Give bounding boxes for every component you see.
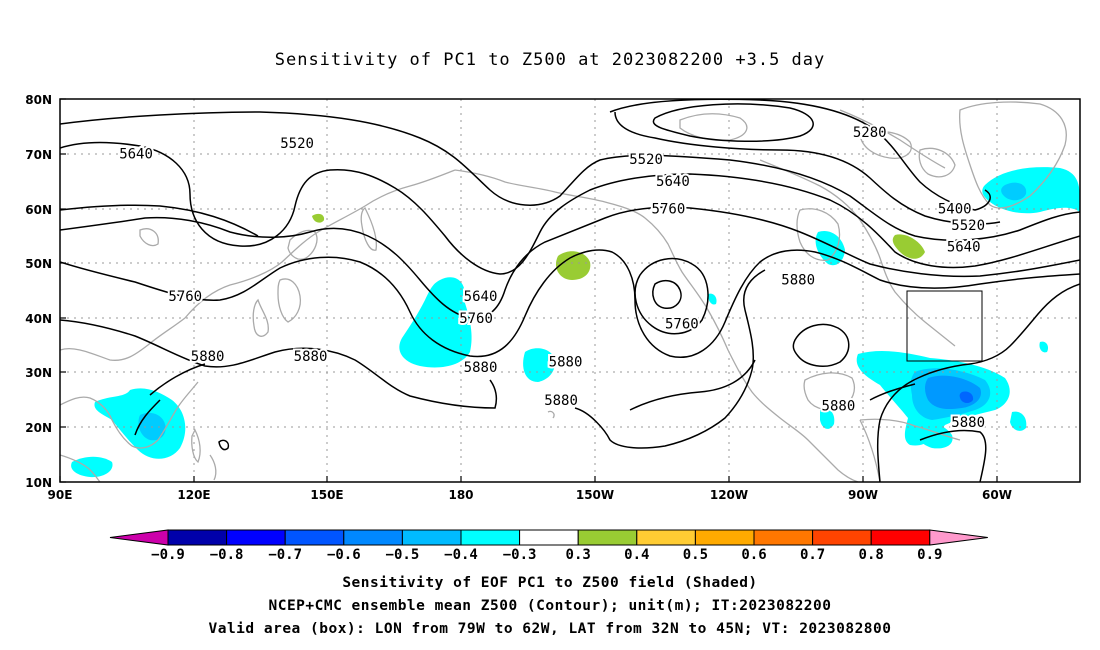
colorbar-label: −0.7 xyxy=(268,547,302,563)
colorbar-label: 0.6 xyxy=(741,547,766,563)
colorbar-high-extend xyxy=(929,529,988,546)
caption-valid-area: Valid area (box): LON from 79W to 62W, L… xyxy=(208,621,892,637)
shade-neg-pacific xyxy=(399,277,472,368)
colorbar-label: −0.3 xyxy=(503,547,537,563)
caption-shaded: Sensitivity of EOF PC1 to Z500 field (Sh… xyxy=(342,575,758,591)
contour-label: 5760 xyxy=(665,316,699,332)
lon-label: 180 xyxy=(448,488,473,502)
contour-label: 5880 xyxy=(781,273,815,289)
shade-neg-asia-small xyxy=(71,456,113,478)
lon-label: 120E xyxy=(177,488,210,502)
valid-area-box xyxy=(906,290,983,362)
shade-neg-small-1 xyxy=(708,293,717,305)
lon-label: 60W xyxy=(982,488,1012,502)
colorbar-swatch xyxy=(519,529,579,546)
colorbar-swatch xyxy=(636,529,696,546)
contour-label: 5640 xyxy=(119,147,153,163)
shade-pos-pacific xyxy=(555,251,591,280)
lat-label: 60N xyxy=(25,203,52,217)
contour-label: 5520 xyxy=(629,152,663,168)
lat-label: 10N xyxy=(25,476,52,490)
contour-label: 5280 xyxy=(853,125,887,141)
lon-label: 90W xyxy=(848,488,878,502)
colorbar-low-extend xyxy=(109,529,169,546)
plot-frame xyxy=(59,98,1081,483)
colorbar-swatch xyxy=(226,529,286,546)
colorbar-label: 0.9 xyxy=(917,547,942,563)
colorbar-swatch xyxy=(577,529,638,546)
contour-label: 5880 xyxy=(951,415,985,431)
shade-neg-atlantic-7 xyxy=(1039,341,1049,353)
shade-neg-pacific-2 xyxy=(523,348,556,382)
colorbar-label: −0.4 xyxy=(444,547,478,563)
colorbar-label: 0.5 xyxy=(683,547,708,563)
map-title: Sensitivity of PC1 to Z500 at 2023082200… xyxy=(274,50,826,70)
colorbar-swatch xyxy=(401,529,462,546)
shade-pos-japan xyxy=(312,213,325,223)
lon-label: 150E xyxy=(310,488,343,502)
shade-neg-greenland-inner xyxy=(1001,182,1027,201)
axis-ticks xyxy=(59,98,998,483)
colorbar-label: −0.6 xyxy=(327,547,361,563)
contour-label: 5880 xyxy=(544,393,578,409)
contour-label: 5640 xyxy=(656,174,690,190)
colorbar-swatch xyxy=(460,529,521,546)
lat-label: 80N xyxy=(25,93,52,107)
colorbar-swatch xyxy=(284,529,345,546)
contour-label: 5760 xyxy=(652,201,686,217)
shade-pos-labrador xyxy=(892,234,925,259)
contour-label: 5880 xyxy=(549,355,583,371)
lat-labels: 80N 70N 60N 50N 40N 30N 20N 10N xyxy=(25,93,52,490)
shade-neg-atlantic-6 xyxy=(1010,411,1027,431)
contour-label: 5520 xyxy=(951,218,985,234)
lat-label: 30N xyxy=(25,366,52,380)
lon-labels: 90E 120E 150E 180 150W 120W 90W 60W xyxy=(48,488,1012,502)
lat-label: 50N xyxy=(25,257,52,271)
colorbar-label: 0.4 xyxy=(624,547,649,563)
shade-neg-greenland xyxy=(982,167,1080,214)
caption-contour: NCEP+CMC ensemble mean Z500 (Contour); u… xyxy=(268,598,832,614)
lon-label: 120W xyxy=(710,488,748,502)
colorbar-swatch xyxy=(870,529,931,546)
colorbar-label: 0.8 xyxy=(859,547,884,563)
lon-label: 90E xyxy=(48,488,73,502)
colorbar-label: −0.8 xyxy=(210,547,244,563)
colorbar-swatch xyxy=(694,529,755,546)
contour-label: 5880 xyxy=(464,360,498,376)
contour-label: 5760 xyxy=(459,311,493,327)
colorbar-label: −0.9 xyxy=(151,547,185,563)
z500-contours xyxy=(60,99,1080,482)
colorbar-label: 0.3 xyxy=(566,547,591,563)
contour-label: 5880 xyxy=(191,349,225,365)
lon-label: 150W xyxy=(576,488,614,502)
sensitivity-shading xyxy=(71,167,1080,478)
colorbar-swatch xyxy=(753,529,814,546)
colorbar-swatch xyxy=(812,529,872,546)
colorbar-swatch xyxy=(343,529,403,546)
lat-label: 20N xyxy=(25,421,52,435)
contour-label: 5400 xyxy=(938,201,972,217)
contour-label: 5640 xyxy=(947,240,981,256)
shade-neg-hudson xyxy=(815,230,845,266)
lat-label: 70N xyxy=(25,148,52,162)
shade-neg-atlantic-4 xyxy=(959,391,974,403)
contour-label: 5760 xyxy=(168,289,202,305)
lat-label: 40N xyxy=(25,312,52,326)
colorbar-swatch xyxy=(167,529,228,546)
colorbar-label: −0.5 xyxy=(386,547,420,563)
contour-label: 5880 xyxy=(822,398,856,414)
shade-neg-gulf xyxy=(820,408,835,429)
contour-label: 5880 xyxy=(294,349,328,365)
colorbar-label: 0.7 xyxy=(800,547,825,563)
contour-label: 5520 xyxy=(280,136,314,152)
contour-label: 5640 xyxy=(464,289,498,305)
colorbar: −0.9 −0.8 −0.7 −0.6 −0.5 −0.4 −0.3 0.3 0.4 0.5 0.6… xyxy=(109,529,988,563)
